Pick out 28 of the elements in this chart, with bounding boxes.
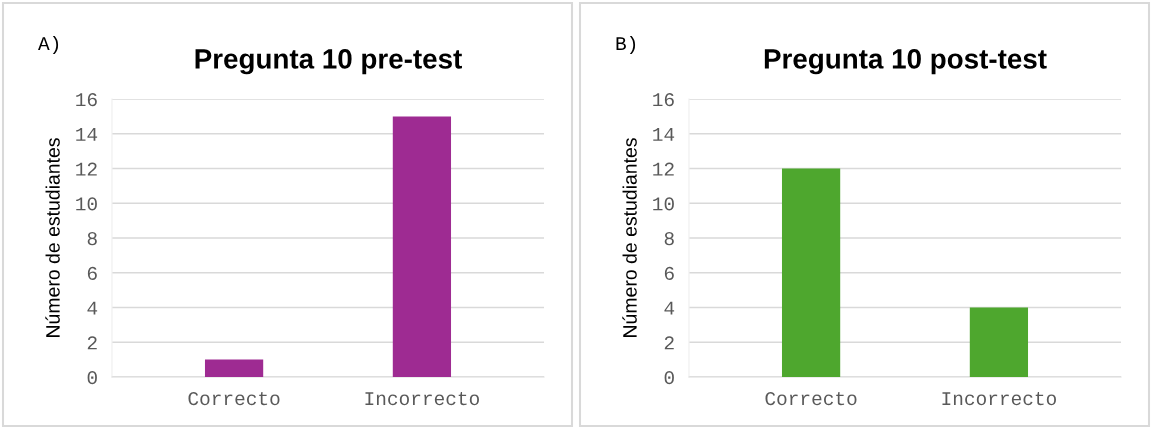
y-tick-label: 14: [76, 127, 98, 141]
y-tick-label: 6: [664, 266, 674, 280]
x-tick-label: Incorrecto: [365, 392, 479, 406]
y-tick-label: 0: [87, 371, 97, 385]
y-tick-label: 8: [664, 232, 674, 246]
y-axis-title: Número de estudiantes: [45, 138, 60, 337]
y-tick-label: 14: [653, 127, 675, 141]
y-tick-label: 4: [664, 301, 675, 315]
y-tick-label: 10: [76, 197, 97, 211]
y-tick-label: 6: [87, 266, 97, 280]
y-axis-title: Número de estudiantes: [622, 138, 637, 337]
y-tick-label: 4: [87, 301, 98, 315]
y-tick-label: 8: [87, 232, 97, 246]
y-tick-label: 0: [664, 371, 674, 385]
chart-title: Pregunta 10 pre-test: [195, 49, 462, 75]
x-tick-label: Incorrecto: [942, 392, 1056, 406]
y-tick-label: 2: [87, 336, 97, 350]
x-tick-label: Correcto: [765, 391, 857, 406]
chart-title: Pregunta 10 post-test: [764, 49, 1047, 75]
y-tick-label: 12: [653, 162, 674, 176]
y-tick-label: 16: [76, 93, 97, 107]
y-tick-label: 2: [664, 336, 674, 350]
text: B): [616, 35, 636, 55]
y-tick-label: 16: [653, 93, 674, 107]
y-tick-label: 10: [653, 197, 674, 211]
y-tick-label: 12: [76, 162, 97, 176]
x-tick-label: Correcto: [188, 391, 280, 406]
text: A): [38, 35, 59, 55]
